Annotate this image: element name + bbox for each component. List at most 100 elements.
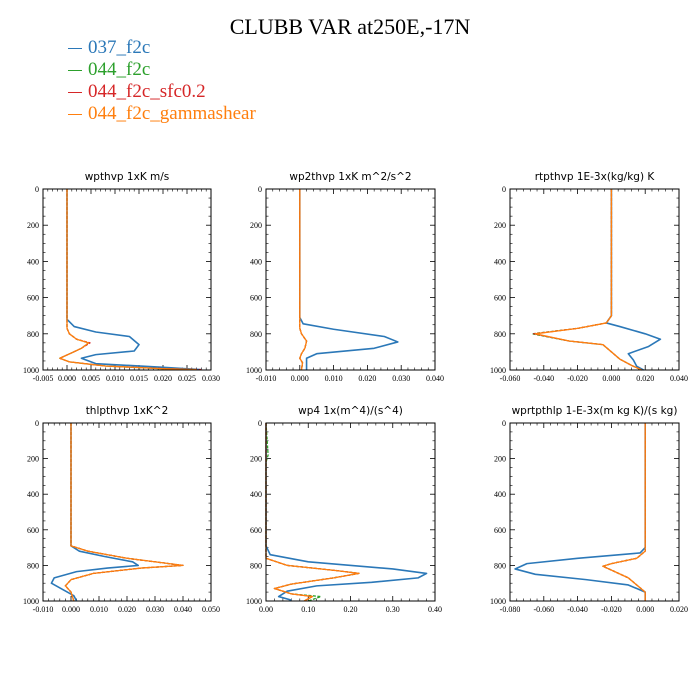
panel-5: wp4 1x(m^4)/(s^4) 0.00 0.10 0.20 0.30 0.40 0 20… xyxy=(246,405,442,614)
panel-3: rtpthvp 1E-3x(kg/kg) K -0.060 -0.040 -0.020… xyxy=(490,171,688,383)
x-tick-label: 0.020 xyxy=(118,605,136,614)
x-tick-label: 0.020 xyxy=(358,374,376,383)
figure-title: CLUBB VAR at250E,-17N xyxy=(229,14,471,39)
x-tick-label: 0.020 xyxy=(670,605,688,614)
plot-frame xyxy=(509,188,680,371)
y-tick-label: 200 xyxy=(250,455,262,464)
legend-label-037-f2c: 037_f2c xyxy=(88,37,151,58)
panel-title: wp2thvp 1xK m^2/s^2 xyxy=(289,171,411,183)
x-tick-label: 0.010 xyxy=(90,605,108,614)
x-tick-label: 0.015 xyxy=(130,374,148,383)
x-tick-label: -0.010 xyxy=(256,374,277,383)
y-tick-label: 600 xyxy=(27,526,39,535)
series-line-037-f2c xyxy=(605,189,662,371)
panel-title: rtpthvp 1E-3x(kg/kg) K xyxy=(535,171,656,183)
y-tick-label: 400 xyxy=(250,257,262,266)
legend-swatch-037-f2c xyxy=(68,48,82,50)
series-line-044-f2c-gammashear xyxy=(602,423,646,601)
y-tick-label: 200 xyxy=(494,221,506,230)
x-tick-label: 0.30 xyxy=(386,605,400,614)
legend-swatch-044-f2c xyxy=(68,70,82,72)
x-tick-label: 0.040 xyxy=(174,605,192,614)
x-tick-label: 0.000 xyxy=(62,605,80,614)
legend-item-044-f2c: 044_f2c xyxy=(68,59,256,81)
y-tick-label: 600 xyxy=(250,294,262,303)
x-tick-label: 0.10 xyxy=(301,605,315,614)
y-tick-label: 400 xyxy=(494,257,506,266)
series-line-044-f2c-gammashear xyxy=(265,423,360,602)
y-tick-label: 0 xyxy=(502,185,506,194)
series-line-037-f2c xyxy=(50,423,139,602)
series-line-044-f2c-sfc0-2 xyxy=(265,423,360,602)
y-tick-label: 800 xyxy=(494,561,506,570)
x-tick-label: 0.000 xyxy=(602,374,620,383)
x-tick-label: 0.040 xyxy=(426,374,444,383)
y-tick-label: 1000 xyxy=(490,597,506,606)
y-tick-label: 200 xyxy=(27,221,39,230)
series-line-037-f2c xyxy=(265,423,428,601)
y-tick-label: 200 xyxy=(494,455,506,464)
x-tick-label: 0.000 xyxy=(636,605,654,614)
y-tick-label: 200 xyxy=(27,455,39,464)
plot-frame xyxy=(265,188,436,371)
y-tick-label: 800 xyxy=(250,330,262,339)
y-tick-label: 1000 xyxy=(246,366,262,375)
y-tick-label: 0 xyxy=(258,419,262,428)
x-tick-label: -0.040 xyxy=(533,374,554,383)
x-tick-label: 0.000 xyxy=(58,374,76,383)
x-tick-label: 0.030 xyxy=(146,605,164,614)
x-tick-label: 0.050 xyxy=(202,605,220,614)
series-line-044-f2c xyxy=(602,423,646,601)
plot-frame xyxy=(509,422,680,602)
series-line-044-f2c-gammashear xyxy=(59,189,197,371)
x-tick-label: 0.20 xyxy=(344,605,358,614)
x-tick-label: 0.010 xyxy=(325,374,343,383)
x-tick-label: -0.020 xyxy=(567,374,588,383)
legend-label-044-f2c-gammashear: 044_f2c_gammashear xyxy=(88,103,256,124)
y-tick-label: 200 xyxy=(250,221,262,230)
y-tick-label: 1000 xyxy=(490,366,506,375)
y-tick-label: 600 xyxy=(494,294,506,303)
series-line-044-f2c xyxy=(265,422,360,602)
panel-4: thlpthvp 1xK^2 -0.010 0.000 0.010 0.020 0.030… xyxy=(23,405,220,614)
y-tick-label: 400 xyxy=(250,490,262,499)
legend-label-044-f2c: 044_f2c xyxy=(88,59,151,80)
y-tick-label: 600 xyxy=(250,526,262,535)
series-line-037-f2c xyxy=(66,189,202,371)
plot-frame xyxy=(265,422,436,602)
x-tick-label: 0.030 xyxy=(202,374,220,383)
y-tick-label: 400 xyxy=(27,490,39,499)
x-tick-label: 0.005 xyxy=(82,374,100,383)
x-tick-label: 0.000 xyxy=(291,374,309,383)
panel-title: wpthvp 1xK m/s xyxy=(85,171,170,183)
x-tick-label: -0.060 xyxy=(533,605,554,614)
y-tick-label: 1000 xyxy=(246,597,262,606)
y-tick-label: 800 xyxy=(250,561,262,570)
legend-item-044-f2c-sfc02: 044_f2c_sfc0.2 xyxy=(68,81,256,103)
x-tick-label: -0.040 xyxy=(567,605,588,614)
series-line-044-f2c-sfc0-2 xyxy=(64,423,184,602)
panel-2: wp2thvp 1xK m^2/s^2 -0.010 0.000 0.010 0.020… xyxy=(246,171,444,383)
y-tick-label: 800 xyxy=(494,330,506,339)
legend-swatch-044-f2c-sfc02 xyxy=(68,92,82,94)
x-tick-label: -0.010 xyxy=(33,605,54,614)
x-tick-label: 0.040 xyxy=(670,374,688,383)
x-tick-label: -0.005 xyxy=(33,374,54,383)
panel-title: wp4 1x(m^4)/(s^4) xyxy=(298,405,403,417)
y-tick-label: 600 xyxy=(27,294,39,303)
legend-label-044-f2c-sfc02: 044_f2c_sfc0.2 xyxy=(88,81,206,102)
x-tick-label: -0.060 xyxy=(500,374,521,383)
y-tick-label: 0 xyxy=(258,185,262,194)
x-tick-label: 0.025 xyxy=(178,374,196,383)
legend-item-037-f2c: 037_f2c xyxy=(68,37,256,59)
y-tick-label: 400 xyxy=(494,490,506,499)
panel-title: wprtpthlp 1-E-3x(m kg K)/(s kg) xyxy=(512,405,678,417)
legend-item-044-f2c-gammashear: 044_f2c_gammashear xyxy=(68,103,256,125)
x-tick-label: 0.020 xyxy=(154,374,172,383)
legend-swatch-044-f2c-gammashear xyxy=(68,114,82,116)
series-line-044-f2c xyxy=(59,189,197,371)
series-line-044-f2c xyxy=(64,423,184,602)
panel-1: wpthvp 1xK m/s -0.005 0.000 0.005 0.010 0.015… xyxy=(23,171,220,383)
series-line-037-f2c xyxy=(514,423,646,601)
